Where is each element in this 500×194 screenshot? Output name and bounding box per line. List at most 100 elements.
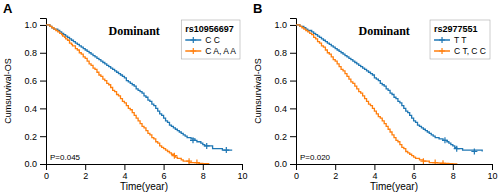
tick-label: 8 <box>451 171 456 181</box>
tick: 8 <box>201 164 206 181</box>
censor-mark <box>186 158 192 164</box>
censor-mark <box>442 137 448 143</box>
legend-marker <box>190 48 196 54</box>
tick: 0.8 <box>274 48 296 58</box>
panel-label: B <box>253 1 262 16</box>
legend-marker <box>190 37 196 43</box>
legend-marker <box>439 48 445 54</box>
tick-label: 0 <box>294 171 299 181</box>
plot-area: 0 2 4 6 8 10 0.0 0.2 0.4 0.6 0.8 1.0 Dominant P=0.020… <box>274 19 497 182</box>
tick-mark <box>40 136 46 137</box>
legend-label: T T <box>454 35 466 45</box>
axis-line <box>297 165 493 171</box>
tick-label: 1.0 <box>24 20 37 30</box>
tick-mark <box>164 164 165 170</box>
plot-area: 02468100.00.20.40.60.81.0DominantP=0.045… <box>24 19 247 182</box>
tick-mark <box>414 164 415 170</box>
panel-label: A <box>3 1 13 16</box>
tick-mark <box>203 164 204 170</box>
legend-item: C T, C C <box>434 46 486 56</box>
tick-label: 10 <box>487 171 497 181</box>
tick-mark <box>290 53 296 54</box>
tick-mark <box>290 25 296 26</box>
tick-label: 4 <box>122 171 127 181</box>
tick: 2 <box>333 164 338 181</box>
tick-mark <box>40 108 46 109</box>
tick-mark <box>124 164 125 170</box>
axis-line <box>40 19 47 165</box>
tick-label: 8 <box>201 171 206 181</box>
tick-label: 10 <box>237 171 247 181</box>
x-axis: 0 2 4 6 8 10 <box>294 164 498 181</box>
tick-label: 0.2 <box>24 132 37 142</box>
tick-mark <box>492 164 493 170</box>
censor-mark <box>454 146 460 152</box>
tick-mark <box>85 164 86 170</box>
censor-mark <box>471 148 477 154</box>
tick: 6 <box>162 164 167 181</box>
tick: 0.4 <box>24 104 46 114</box>
censor-mark <box>432 160 438 164</box>
tick-mark <box>40 53 46 54</box>
tick: 0.0 <box>24 159 46 169</box>
survival-curve <box>296 25 482 152</box>
tick: 10 <box>237 164 247 181</box>
tick-label: 0.6 <box>274 76 287 86</box>
tick-label: 2 <box>333 171 338 181</box>
legend-label: C A, A A <box>205 46 236 56</box>
censor-mark <box>204 143 210 149</box>
censor-mark <box>420 158 426 164</box>
tick-label: 0.0 <box>24 159 37 169</box>
censor-mark <box>171 153 177 159</box>
legend-frame <box>181 20 240 59</box>
tick: 0.2 <box>274 132 296 142</box>
tick: 0.2 <box>24 132 46 142</box>
tick-mark <box>40 25 46 26</box>
tick-label: 1.0 <box>274 20 287 30</box>
legend-title: rs2977551 <box>434 24 478 34</box>
legend-frame <box>430 20 490 59</box>
legend: rs10956697C CC A, A A <box>181 20 240 59</box>
tick-mark <box>374 164 375 170</box>
tick-label: 6 <box>162 171 167 181</box>
y-axis-title: Cumsurvival-OS <box>3 58 13 124</box>
tick-mark <box>40 164 46 165</box>
censor-mark <box>223 147 229 153</box>
tick-mark <box>290 81 296 82</box>
axis-line <box>47 165 243 171</box>
tick: 4 <box>372 164 377 181</box>
y-axis: 0.0 0.2 0.4 0.6 0.8 1.0 <box>274 19 296 170</box>
tick: 4 <box>122 164 127 181</box>
axis-line <box>290 19 297 165</box>
tick: 0 <box>44 164 49 181</box>
tick: 0.4 <box>274 104 296 114</box>
y-axis-title: Cumsurvival-OS <box>253 58 263 124</box>
tick: 0.6 <box>24 76 46 86</box>
tick-mark <box>335 164 336 170</box>
legend-label: C C <box>205 35 220 45</box>
subtitle: Dominant <box>109 24 160 38</box>
subtitle: Dominant <box>359 24 410 38</box>
censor-mark <box>190 137 196 143</box>
figure: 02468100.00.20.40.60.81.0DominantP=0.045… <box>0 0 500 194</box>
tick: 1.0 <box>24 20 46 30</box>
tick-label: 0 <box>44 171 49 181</box>
legend: rs2977551T TC T, C C <box>430 20 490 59</box>
legend-item: C C <box>185 35 220 45</box>
tick: 6 <box>412 164 417 181</box>
annotation: P=0.020 <box>300 153 331 162</box>
tick-label: 6 <box>412 171 417 181</box>
legend-item: C A, A A <box>185 46 236 56</box>
tick: 0.8 <box>24 48 46 58</box>
tick-mark <box>40 81 46 82</box>
tick-label: 2 <box>83 171 88 181</box>
tick: 0 <box>294 164 299 181</box>
tick-label: 0.8 <box>24 48 37 58</box>
legend-marker <box>439 37 445 43</box>
tick-label: 0.4 <box>274 104 287 114</box>
tick-label: 0.4 <box>24 104 37 114</box>
tick: 0.0 <box>274 159 296 169</box>
tick: 1.0 <box>274 20 296 30</box>
legend-label: C T, C C <box>454 46 486 56</box>
tick: 8 <box>451 164 456 181</box>
